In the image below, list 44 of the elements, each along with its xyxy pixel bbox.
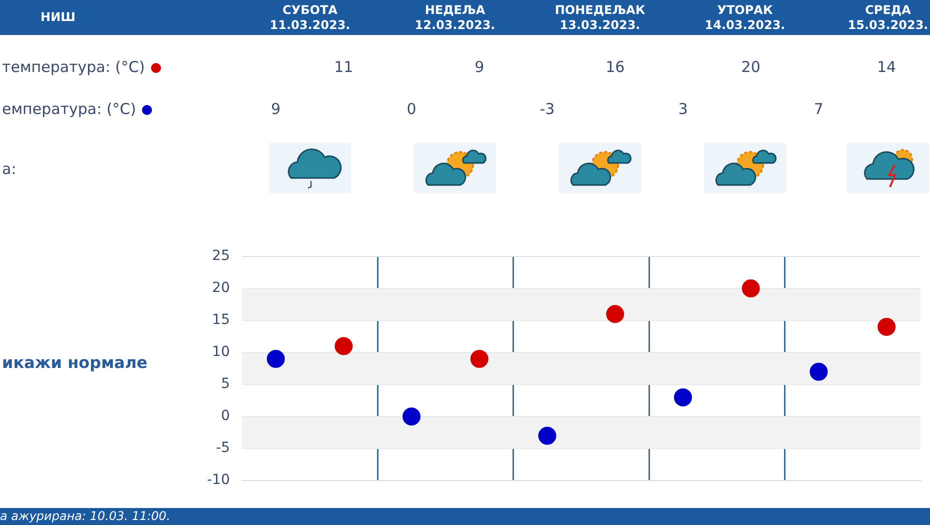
legend-label: температура: (°C): [2, 58, 146, 76]
point: [810, 362, 828, 381]
text: 15.03.2023.: [848, 18, 928, 32]
point: [402, 408, 421, 426]
point: [742, 279, 760, 298]
point: [334, 337, 353, 356]
text: 11.03.2023.: [270, 18, 350, 32]
data-label: 0: [406, 100, 416, 118]
point: [266, 350, 285, 368]
point: [470, 350, 488, 368]
text: а:: [2, 160, 16, 178]
data-label: 14: [877, 58, 896, 76]
text: СУБОТА: [282, 3, 338, 17]
y-tick-label: 20: [212, 280, 230, 296]
y-tick-label: 5: [220, 376, 230, 392]
data-label: 20: [741, 58, 760, 76]
legend-label: емпература: (°C): [2, 100, 138, 118]
y-tick-label: -5: [216, 440, 230, 456]
data-label: 16: [606, 58, 625, 76]
point: [878, 318, 896, 336]
data-label: -3: [540, 100, 555, 118]
y-tick-label: 0: [220, 408, 230, 424]
y-tick-label: 10: [212, 344, 230, 360]
text: ПОНЕДЕЉАК: [554, 3, 646, 17]
text: 12.03.2023.: [414, 18, 496, 32]
text: 14.03.2023.: [704, 18, 786, 32]
data-label: 9: [271, 100, 281, 118]
data-label: 7: [814, 100, 824, 118]
data-label: 11: [334, 58, 354, 76]
text: икажи нормале: [2, 353, 148, 372]
text: НИШ: [40, 10, 76, 24]
point: [606, 305, 624, 324]
text: НЕДЕЉА: [424, 3, 486, 17]
data-label: 9: [474, 58, 484, 76]
text: а ажурирана: 10.03. 11:00.: [0, 508, 930, 525]
text: УТОРАК: [717, 3, 773, 17]
y-tick-label: 25: [212, 248, 230, 264]
y-tick-label: -10: [206, 472, 230, 488]
text: 13.03.2023.: [560, 18, 640, 32]
data-label: 3: [678, 100, 688, 118]
point: [674, 388, 692, 406]
y-tick-label: 15: [212, 312, 230, 328]
text: СРЕДА: [865, 3, 911, 17]
point: [538, 426, 556, 445]
